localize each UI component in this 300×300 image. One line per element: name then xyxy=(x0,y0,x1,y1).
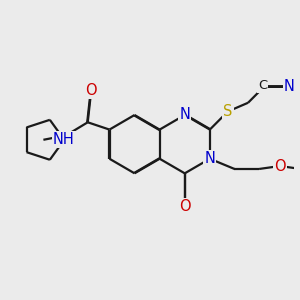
Text: N: N xyxy=(204,151,215,166)
Text: N: N xyxy=(179,107,190,122)
Text: S: S xyxy=(223,104,232,119)
Text: O: O xyxy=(85,83,96,98)
Text: C: C xyxy=(258,79,267,92)
Text: NH: NH xyxy=(53,132,75,147)
Text: O: O xyxy=(274,158,286,173)
Text: O: O xyxy=(179,199,190,214)
Text: N: N xyxy=(284,79,295,94)
